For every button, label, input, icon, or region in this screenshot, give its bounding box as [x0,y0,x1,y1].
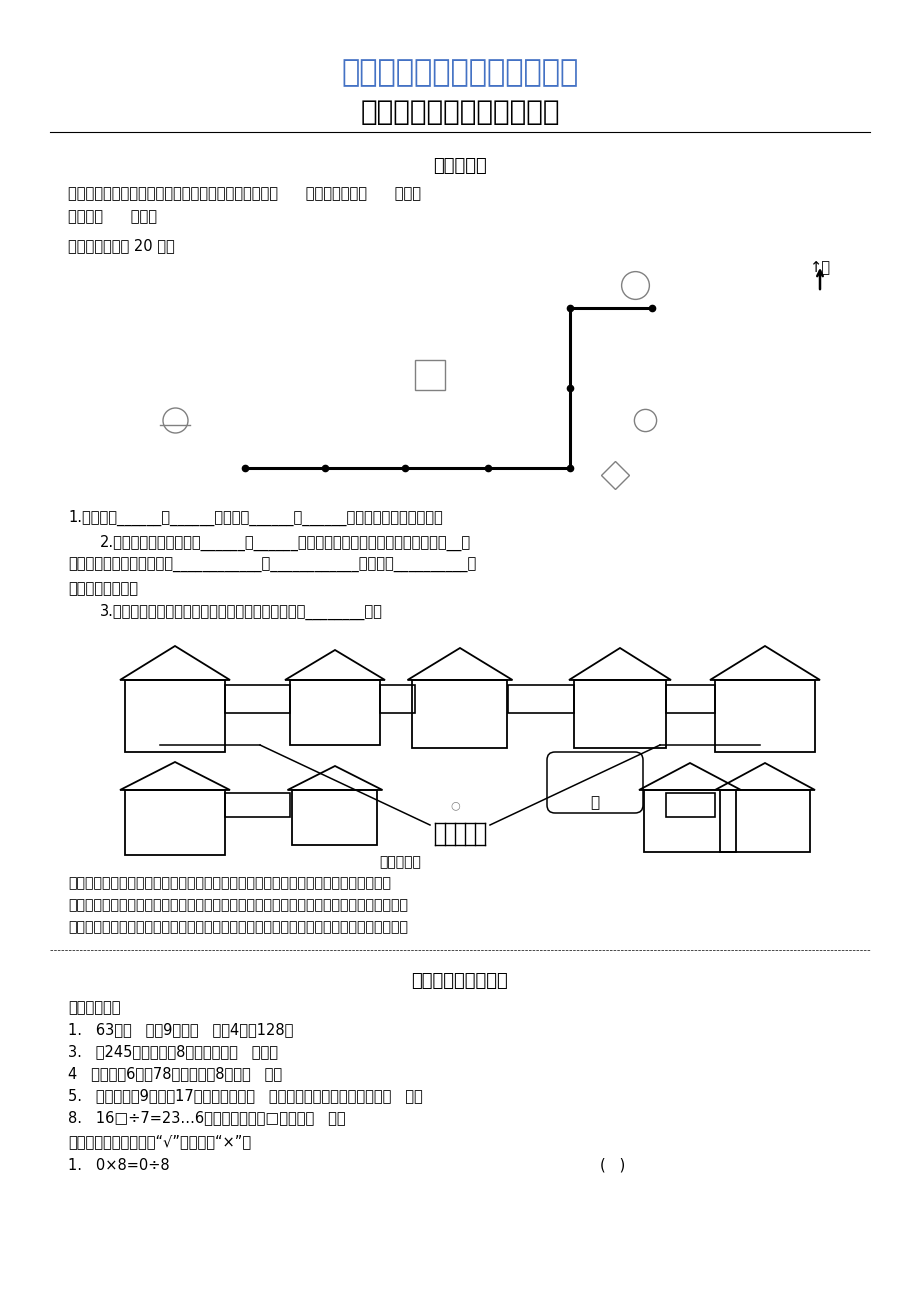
Text: 1.   0×8=0÷8: 1. 0×8=0÷8 [68,1157,169,1173]
Text: 1.鴿子要向______飞______米，再向______飞______米就把信送给了小松鼠。: 1.鴿子要向______飞______米，再向______飞______米就把信… [68,510,442,526]
Text: 对错我判断。（对的打“√”，错的打“×”）: 对错我判断。（对的打“√”，错的打“×”） [68,1134,251,1148]
Text: 子馆的西北面，飞禽馆在狮子馆的东北面，经过熊猫馆向南走，可到达猴山和大象馆，经过: 子馆的西北面，飞禽馆在狮子馆的东北面，经过熊猫馆向南走，可到达猴山和大象馆，经过 [68,898,407,911]
Text: 请你填一填。: 请你填一填。 [68,1000,120,1016]
Text: 3.从鴿子开始出发，到把信全部送完，在路上共飞了________米。: 3.从鴿子开始出发，到把信全部送完，在路上共飞了________米。 [100,604,382,620]
Text: 3.   从245里连续减去8，最多能减（   ）次。: 3. 从245里连续减去8，最多能减（ ）次。 [68,1044,278,1059]
Text: 2.鴿子从松鼠家出来，向______飞______米就到了兔子家，把信送给兔子后再向__飞: 2.鴿子从松鼠家出来，向______飞______米就到了兔子家，把信送给兔子后… [100,535,471,551]
Text: 三年级数学下册巩固与提高: 三年级数学下册巩固与提高 [360,98,559,126]
Text: 米找到大象，最后再接着向____________飞____________米，又向__________飞: 米找到大象，最后再接着向____________飞____________米，又… [68,559,476,573]
Text: 猴山向东走到达狮子馆和金鱼馆，经过金鱼馆向南走到达骆驼馆，你能填出它们的位置吗？: 猴山向东走到达狮子馆和金鱼馆，经过金鱼馆向南走到达骆驼馆，你能填出它们的位置吗？ [68,921,407,934]
Text: 动物园大门: 动物园大门 [379,855,421,868]
Text: 米把信交给小猫。: 米把信交给小猫。 [68,581,138,596]
Text: 水: 水 [590,796,599,810]
Text: ↑北: ↑北 [809,260,830,275]
Text: 位置与方向: 位置与方向 [433,158,486,174]
Text: 4   一个数的6倍是78，这个数的8倍是（   ）。: 4 一个数的6倍是78，这个数的8倍是（ ）。 [68,1066,282,1081]
Text: 送信。（每小格 20 米）: 送信。（每小格 20 米） [68,238,175,253]
Text: (   ): ( ) [599,1157,625,1173]
Text: 5.   一个数除以9，商是17，余数最大是（   ），当余数最大时，被除数是（   ）。: 5. 一个数除以9，商是17，余数最大是（ ），当余数最大时，被除数是（ ）。 [68,1088,423,1103]
Text: 早晨同学们面向太阳举行升旗仳式，此时同学们面向（      ）面，背对着（      ）面，: 早晨同学们面向太阳举行升旗仳式，此时同学们面向（ ）面，背对着（ ）面， [68,186,421,201]
Text: 除数是一位数的除法: 除数是一位数的除法 [411,973,508,990]
Text: ○: ○ [449,799,460,810]
Text: 星期天，我们去动物园游玩，走进动物园大门，正北面有狮子馆和河马馆，熊猫馆在狮: 星期天，我们去动物园游玩，走进动物园大门，正北面有狮子馆和河马馆，熊猫馆在狮 [68,876,391,891]
Text: 最新人教版数学精品教学资料: 最新人教版数学精品教学资料 [341,59,578,87]
Text: 1.   63是（   ）的9倍，（   ）的4倍是128。: 1. 63是（ ）的9倍，（ ）的4倍是128。 [68,1022,293,1036]
Text: 左侧是（      ）面。: 左侧是（ ）面。 [68,210,157,224]
Text: 8.   16□÷7=23…6，这道算式中，□里应填（   ）。: 8. 16□÷7=23…6，这道算式中，□里应填（ ）。 [68,1111,346,1125]
